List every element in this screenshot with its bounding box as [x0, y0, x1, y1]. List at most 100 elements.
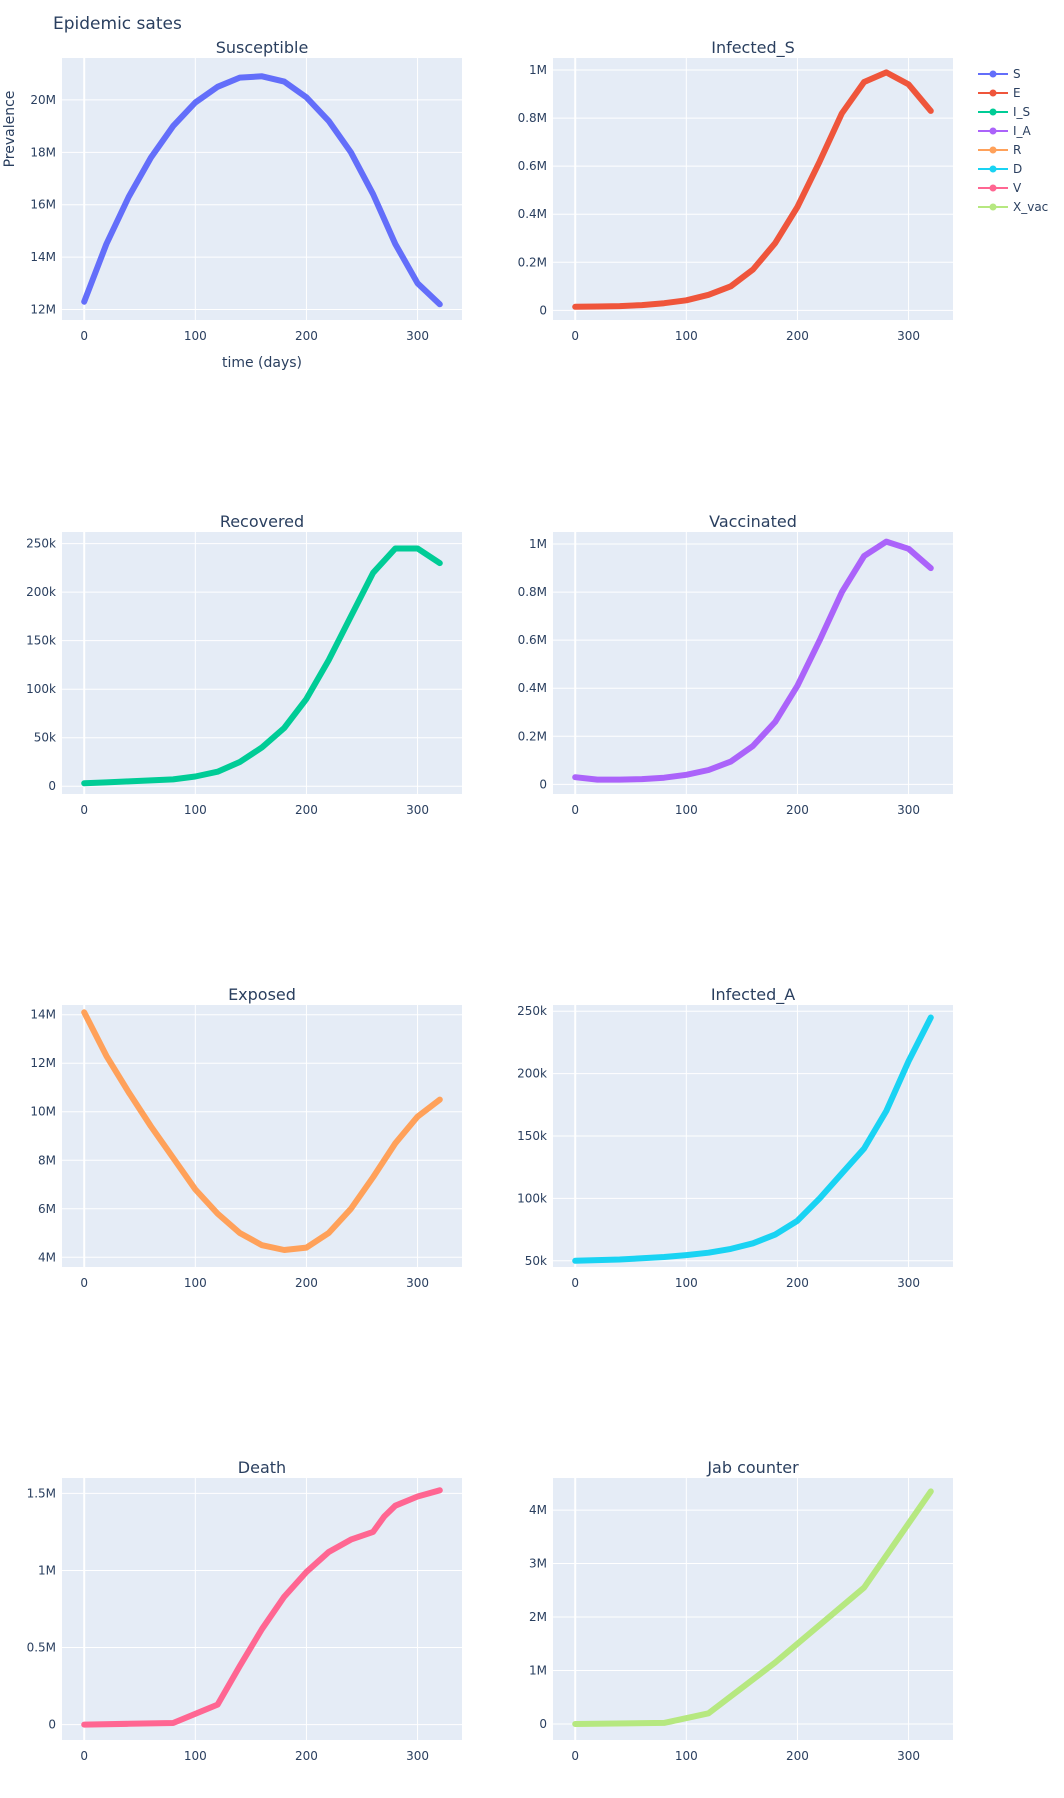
x-tick-label: 300 [406, 329, 429, 343]
y-tick-label: 8M [38, 1153, 56, 1167]
x-tick-label: 100 [675, 803, 698, 817]
chart-panel-4: 0 0.2M 0.4M 0.6M 0.8M 1M 0 100 200 300 Vaccinated [518, 512, 953, 817]
plot-background [553, 58, 953, 320]
legend-item[interactable]: D [978, 162, 1022, 176]
y-tick-label: 200k [26, 585, 56, 599]
y-tick-label: 12M [30, 303, 56, 317]
x-tick-label: 100 [675, 329, 698, 343]
x-tick-label: 0 [80, 1749, 88, 1763]
y-tick-label: 14M [30, 250, 56, 264]
y-tick-label: 0.4M [518, 681, 547, 695]
y-tick-label: 0 [539, 1717, 547, 1731]
legend-item[interactable]: I_A [978, 124, 1032, 138]
legend-swatch-marker [989, 127, 997, 135]
subplot-title: Infected_A [711, 985, 795, 1005]
legend-item[interactable]: R [978, 143, 1021, 157]
subplot-title: Infected_S [711, 38, 795, 58]
plot-background [553, 532, 953, 794]
y-tick-label: 150k [517, 1129, 547, 1143]
y-tick-label: 0.6M [518, 159, 547, 173]
x-tick-label: 300 [897, 1749, 920, 1763]
plot-background [62, 532, 462, 794]
x-tick-label: 0 [571, 329, 579, 343]
legend-swatch-marker [989, 184, 997, 192]
series-line [572, 1014, 934, 1264]
x-tick-label: 200 [786, 803, 809, 817]
x-tick-label: 0 [571, 1749, 579, 1763]
legend-item[interactable]: X_vac [978, 200, 1048, 214]
series-line [81, 1009, 443, 1253]
legend-item[interactable]: V [978, 181, 1022, 195]
subplot-title: Susceptible [216, 38, 309, 57]
y-tick-label: 4M [38, 1250, 56, 1264]
y-tick-label: 0 [539, 303, 547, 317]
y-tick-label: 100k [26, 682, 56, 696]
legend-label: S [1013, 67, 1021, 81]
x-tick-label: 200 [295, 1749, 318, 1763]
y-tick-label: 0 [48, 1718, 56, 1732]
x-tick-label: 200 [786, 329, 809, 343]
y-tick-label: 0.5M [27, 1641, 56, 1655]
chart-panel-2: 0 0.2M 0.4M 0.6M 0.8M 1M 0 100 200 300 Infected_S [518, 38, 953, 343]
x-tick-label: 300 [406, 803, 429, 817]
legend-item[interactable]: E [978, 86, 1021, 100]
x-tick-label: 300 [897, 803, 920, 817]
legend-swatch-marker [989, 89, 997, 97]
subplot-title: Recovered [220, 512, 304, 531]
y-tick-label: 200k [517, 1067, 547, 1081]
y-tick-label: 0.8M [518, 585, 547, 599]
legend-label: I_A [1013, 124, 1032, 138]
legend-label: X_vac [1013, 200, 1048, 214]
x-tick-label: 0 [80, 803, 88, 817]
x-tick-label: 100 [184, 1276, 207, 1290]
x-tick-label: 300 [406, 1276, 429, 1290]
plot-background [62, 1478, 462, 1740]
subplot-title: Death [238, 1458, 286, 1477]
series-line [81, 545, 443, 787]
x-tick-label: 0 [571, 803, 579, 817]
y-tick-label: 2M [529, 1610, 547, 1624]
y-tick-label: 250k [517, 1004, 547, 1018]
series-line [81, 73, 443, 308]
x-tick-label: 300 [897, 329, 920, 343]
legend-item[interactable]: S [978, 67, 1021, 81]
x-tick-label: 200 [786, 1749, 809, 1763]
y-tick-label: 150k [26, 634, 56, 648]
y-axis-label: Prevalence [2, 91, 18, 168]
chart-panel-8: 0 1M 2M 3M 4M 0 100 200 300 Jab counter [529, 1458, 953, 1763]
subplot-title: Jab counter [706, 1458, 799, 1477]
y-tick-label: 18M [30, 145, 56, 159]
legend: SE I_S I_A RDV X_vac [978, 67, 1048, 214]
x-tick-label: 0 [80, 1276, 88, 1290]
x-tick-label: 100 [184, 1749, 207, 1763]
y-tick-label: 0.8M [518, 111, 547, 125]
plot-background [62, 58, 462, 320]
legend-item[interactable]: I_S [978, 105, 1030, 119]
y-tick-label: 0.6M [518, 633, 547, 647]
chart-panel-6: 50k 100k 150k 200k 250k 0 100 200 300 Infected_A [517, 985, 953, 1290]
legend-swatch-marker [989, 165, 997, 173]
y-tick-label: 1M [529, 537, 547, 551]
legend-label: E [1013, 86, 1021, 100]
x-tick-label: 300 [406, 1749, 429, 1763]
plot-background [553, 1478, 953, 1740]
y-tick-label: 250k [26, 537, 56, 551]
series-line [81, 1487, 443, 1728]
series-line [572, 69, 934, 310]
x-tick-label: 200 [786, 1276, 809, 1290]
y-tick-label: 10M [30, 1105, 56, 1119]
figure-title: Epidemic sates [53, 14, 182, 34]
y-tick-label: 0.4M [518, 207, 547, 221]
legend-swatch-marker [989, 108, 997, 116]
x-tick-label: 200 [295, 1276, 318, 1290]
x-tick-label: 200 [295, 803, 318, 817]
subplot-title: Vaccinated [709, 512, 797, 531]
series-line [572, 538, 934, 783]
y-tick-label: 4M [529, 1503, 547, 1517]
chart-panel-5: 4M 6M 8M 10M 12M 14M 0 100 200 300 Exposed [30, 985, 462, 1290]
y-tick-label: 1M [38, 1563, 56, 1577]
chart-panel-1: 12M 14M 16M 18M 20M 0 100 200 300 Susceptible time… [2, 38, 462, 371]
x-axis-label: time (days) [222, 355, 302, 371]
chart-panel-7: 0 0.5M 1M 1.5M 0 100 200 300 Death [27, 1458, 462, 1763]
